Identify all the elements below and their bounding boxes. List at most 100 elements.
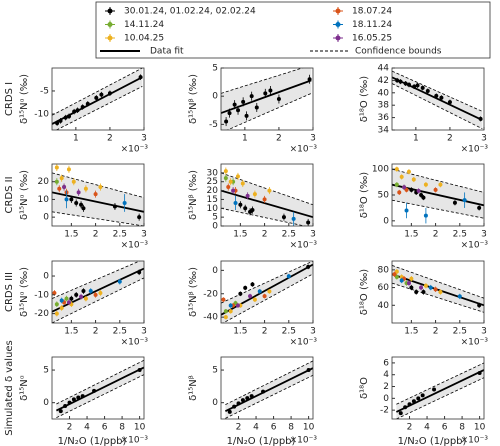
row-label: CRDS II (4, 176, 15, 213)
data-point (402, 185, 407, 190)
data-point (228, 303, 233, 308)
data-point (79, 294, 84, 299)
x-tick-label: 1 (413, 134, 419, 144)
data-point (85, 101, 90, 106)
x-tick-label: 1.5 (404, 327, 418, 337)
data-point (231, 188, 236, 193)
x-tick-label: 2.5 (453, 327, 467, 337)
confidence-bound (392, 199, 484, 219)
x-multiplier: ×10⁻³ (461, 241, 489, 251)
x-tick-label: 2 (433, 230, 439, 240)
data-point (98, 185, 103, 190)
y-tick-label: 10 (207, 204, 219, 214)
data-point (66, 300, 71, 305)
confidence-bound (392, 265, 484, 299)
fit-line (221, 79, 312, 114)
data-point (74, 292, 79, 297)
y-tick-label: 36 (378, 113, 390, 123)
data-point (223, 309, 228, 314)
data-point (227, 409, 232, 414)
y-tick-label: 4 (383, 370, 389, 380)
data-point (307, 77, 312, 82)
confidence-bound (225, 360, 313, 406)
confidence-band (221, 172, 313, 226)
data-point (281, 215, 286, 220)
data-point (245, 396, 250, 401)
data-point (261, 389, 266, 394)
data-point (409, 187, 414, 192)
x-tick-label: 3 (310, 134, 316, 144)
data-point (262, 294, 267, 299)
data-point (122, 200, 127, 205)
legend-marker (107, 35, 113, 41)
data-point (236, 401, 241, 406)
data-point (240, 398, 245, 403)
fit-line (392, 273, 484, 307)
x-tick-label: 8 (119, 423, 125, 433)
data-point (276, 97, 281, 101)
x-tick-label: 6 (442, 423, 448, 433)
x-axis-label: 1/N₂O (1/ppb) (227, 436, 296, 446)
y-tick-label: 100 (372, 165, 389, 175)
plot-area (395, 362, 484, 419)
axes-frame (51, 356, 145, 420)
y-tick-label: -20 (34, 309, 49, 319)
data-point (412, 84, 417, 89)
data-point (397, 190, 402, 195)
x-tick-label: 6 (271, 423, 277, 433)
legend-marker (335, 22, 341, 27)
x-tick-label: 2.5 (453, 230, 467, 240)
x-multiplier: ×10⁻³ (290, 241, 318, 251)
data-point (243, 206, 248, 211)
data-point (395, 78, 400, 83)
x-tick-label: 2 (107, 134, 113, 144)
data-point (394, 182, 399, 187)
data-point (241, 99, 246, 104)
x-tick-label: 10 (474, 423, 486, 433)
data-point (409, 276, 414, 281)
data-point (93, 192, 98, 197)
data-point (452, 200, 457, 205)
x-tick-label: 10 (303, 423, 315, 433)
y-tick-label: 0 (212, 92, 218, 102)
y-tick-label: 20 (38, 177, 50, 187)
legend-label: Data fit (150, 47, 184, 57)
x-multiplier: ×10⁻³ (461, 338, 489, 348)
y-tick-label: 25 (207, 177, 218, 187)
x-tick-label: 8 (288, 423, 294, 433)
y-tick-label: 20 (207, 186, 219, 196)
y-tick-label: -5 (40, 86, 49, 96)
confidence-band (221, 261, 313, 323)
data-point (477, 205, 482, 210)
x-tick-label: 2.5 (113, 230, 127, 240)
data-point (425, 88, 430, 93)
y-axis-label: δ¹⁵Nᵝ (‰) (188, 74, 199, 124)
x-multiplier: ×10⁻³ (290, 338, 318, 348)
data-point (83, 296, 88, 301)
x-tick-label: 3 (481, 230, 487, 240)
x-tick-label: 1.5 (233, 327, 247, 337)
data-point (419, 285, 424, 290)
data-point (233, 200, 238, 205)
data-point (421, 195, 426, 200)
data-point (99, 92, 104, 97)
x-tick-label: 4 (253, 423, 259, 433)
y-axis-label: δ¹⁵Nᵅ (19, 375, 30, 401)
x-tick-label: 1 (73, 134, 79, 144)
y-axis-label: δ¹⁸O (359, 377, 370, 399)
x-tick-label: 4 (424, 423, 430, 433)
data-point (83, 186, 88, 191)
data-point (80, 394, 85, 399)
data-point (306, 264, 311, 269)
y-tick-label: 44 (378, 64, 390, 74)
confidence-bound (52, 211, 144, 226)
data-point (428, 285, 433, 290)
data-point (81, 289, 86, 294)
data-point (59, 298, 64, 303)
y-axis-label: δ¹⁵Nᵅ (‰) (19, 74, 30, 124)
fit-line (221, 189, 313, 219)
data-point (419, 193, 424, 197)
plot-area (392, 166, 484, 224)
y-tick-label: 80 (378, 265, 390, 275)
data-point (434, 93, 439, 98)
